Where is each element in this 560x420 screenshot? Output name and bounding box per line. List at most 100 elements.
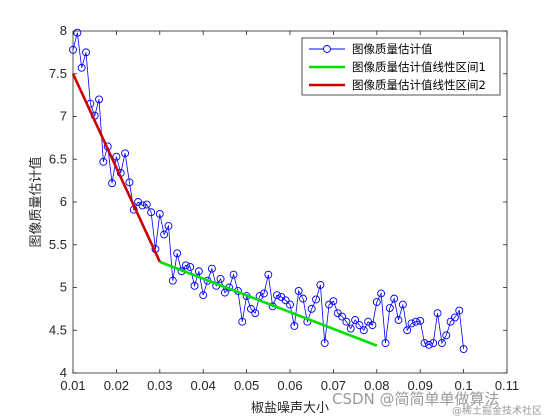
- series-line-linear-range-1: [159, 260, 378, 347]
- data-point-marker: [307, 304, 316, 313]
- legend-label: 图像质量估计值: [352, 42, 433, 56]
- x-tick-label: 0.09: [408, 378, 433, 393]
- tick-labels: 0.01 0.02 0.03 0.04 0.05 0.06 0.07 0.08 0.09 0.1 0…: [49, 23, 519, 393]
- data-point-marker: [216, 275, 225, 283]
- data-point-marker: [424, 340, 433, 349]
- data-point-marker: [121, 149, 130, 158]
- data-point-marker: [281, 296, 290, 305]
- data-point-marker: [355, 321, 364, 330]
- data-point-marker: [77, 63, 86, 72]
- y-tick-label: 7.5: [49, 66, 67, 81]
- data-point-marker: [246, 304, 255, 313]
- data-point-marker: [437, 339, 446, 348]
- data-point-marker: [351, 316, 360, 324]
- data-point-marker: [450, 313, 459, 322]
- data-point-marker: [220, 288, 229, 297]
- data-point-marker: [429, 339, 438, 348]
- data-point-marker: [433, 309, 442, 318]
- watermark-csdn: CSDN @简简单单做算法: [332, 390, 500, 408]
- data-point-marker: [112, 152, 121, 161]
- data-point-marker: [359, 326, 368, 335]
- x-tick-label: 0.05: [234, 378, 259, 393]
- data-point-marker: [264, 270, 273, 279]
- data-point-marker: [160, 230, 169, 239]
- y-tick-label: 5.5: [49, 237, 67, 252]
- data-point-marker: [342, 317, 351, 326]
- axis-ticks: [72, 30, 508, 374]
- x-tick-label: 0.07: [321, 378, 346, 393]
- data-point-marker: [207, 264, 216, 273]
- series-line-estimates: [72, 32, 464, 350]
- y-axis-title: 图像质量估计值: [28, 156, 44, 247]
- data-point-marker: [381, 339, 390, 348]
- x-tick-label: 0.01: [60, 378, 85, 393]
- data-point-marker: [73, 28, 82, 37]
- data-point-marker: [372, 298, 381, 306]
- data-point-marker: [125, 178, 134, 187]
- data-point-marker: [286, 300, 294, 309]
- x-axis-title: 椒盐噪声大小: [251, 401, 329, 416]
- data-point-marker: [82, 48, 90, 57]
- data-point-marker: [164, 221, 173, 230]
- x-tick-label: 0.02: [104, 378, 129, 393]
- data-point-marker: [459, 345, 468, 354]
- x-tick-label: 0.1: [455, 378, 473, 393]
- data-point-marker: [181, 261, 190, 270]
- legend-label: 图像质量估计值线性区间2: [352, 78, 486, 92]
- data-point-marker: [260, 289, 268, 298]
- data-point-marker: [168, 276, 177, 285]
- data-point-marker: [173, 249, 182, 258]
- data-point-marker: [320, 339, 329, 348]
- data-point-marker: [312, 295, 320, 304]
- legend-label: 图像质量估计值线性区间1: [352, 60, 486, 74]
- data-point-marker: [294, 286, 303, 295]
- y-tick-label: 4.5: [49, 322, 67, 337]
- data-point-marker: [251, 309, 260, 318]
- x-tick-label: 0.11: [495, 378, 519, 393]
- data-point-marker: [411, 317, 420, 326]
- data-point-marker: [190, 281, 199, 290]
- data-point-marker: [142, 200, 151, 209]
- y-tick-label: 6.5: [49, 151, 67, 166]
- data-point-marker: [186, 263, 195, 271]
- legend-marker: [323, 45, 331, 53]
- data-point-marker: [199, 291, 208, 300]
- data-point-marker: [290, 322, 299, 330]
- data-point-marker: [108, 179, 117, 188]
- y-tick-label: 7: [60, 109, 67, 124]
- data-point-marker: [390, 294, 399, 303]
- data-point-marker: [194, 267, 203, 276]
- data-point-marker: [229, 270, 238, 279]
- y-tick-label: 5: [60, 280, 67, 295]
- data-point-marker: [403, 326, 412, 335]
- y-tick-label: 8: [60, 23, 67, 38]
- data-point-marker: [299, 294, 307, 303]
- data-point-marker: [238, 317, 247, 326]
- data-point-marker: [346, 324, 355, 333]
- data-point-marker: [377, 289, 386, 298]
- data-point-marker: [95, 95, 103, 104]
- data-point-marker: [407, 319, 416, 328]
- data-point-marker: [416, 316, 425, 325]
- data-point-marker: [442, 331, 451, 340]
- x-tick-label: 0.08: [364, 378, 389, 393]
- data-point-marker: [138, 201, 147, 210]
- data-point-marker: [338, 312, 347, 321]
- data-point-marker: [273, 291, 281, 300]
- data-point-marker: [99, 157, 108, 166]
- data-point-marker: [368, 321, 377, 330]
- series-line-linear-range-2: [71, 73, 161, 263]
- data-point-marker: [398, 300, 407, 309]
- x-tick-label: 0.06: [277, 378, 302, 393]
- data-point-marker: [329, 297, 338, 306]
- watermark-juejin: @稀土掘金技术社区: [452, 404, 542, 417]
- y-tick-label: 6: [60, 194, 67, 209]
- y-tick-label: 4: [60, 365, 67, 380]
- x-tick-label: 0.04: [191, 378, 216, 393]
- data-point-marker: [69, 45, 77, 54]
- data-point-marker: [155, 210, 164, 218]
- x-tick-label: 0.03: [147, 378, 172, 393]
